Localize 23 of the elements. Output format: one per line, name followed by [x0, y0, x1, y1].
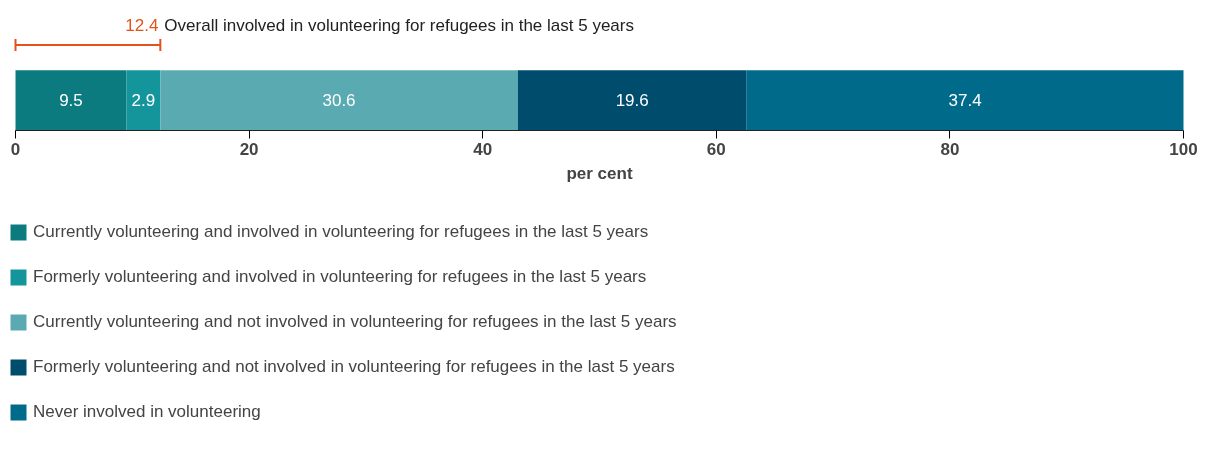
bar: [160, 70, 518, 131]
x-tick-label: 100: [1169, 140, 1198, 160]
legend-label: Currently volunteering and involved in volunteering for refugees in the last 5 years: [33, 222, 649, 242]
legend-label: Formerly volunteering and involved in volunteering for refugees in the last 5 years: [33, 267, 647, 287]
x-axis-title: per cent: [566, 163, 633, 183]
legend-label: Formerly volunteering and not involved in volunteering for refugees in the last 5 years: [33, 357, 675, 377]
bar: [517, 70, 747, 131]
data-label: 37.4: [948, 91, 982, 111]
bar: [746, 70, 1184, 131]
x-tick-label: 20: [239, 140, 259, 160]
data-label: 30.6: [322, 91, 356, 111]
x-tick-label: 80: [940, 140, 960, 160]
x-tick-label: 60: [706, 140, 726, 160]
data-label: 9.5: [59, 91, 83, 111]
bar: [15, 70, 127, 131]
text: 12.4 Overall involved in volunteering for refugees in the last 5 years: [125, 15, 634, 36]
legend-label: Currently volunteering and not involved in volunteering for refugees in the last 5 years: [33, 312, 677, 332]
x-tick-label: 40: [473, 140, 493, 160]
x-tick-label: 0: [10, 140, 21, 160]
data-label: 2.9: [131, 91, 156, 111]
bar: [126, 70, 161, 131]
legend-label: Never involved in volunteering: [33, 402, 261, 422]
data-label: 19.6: [615, 91, 649, 111]
